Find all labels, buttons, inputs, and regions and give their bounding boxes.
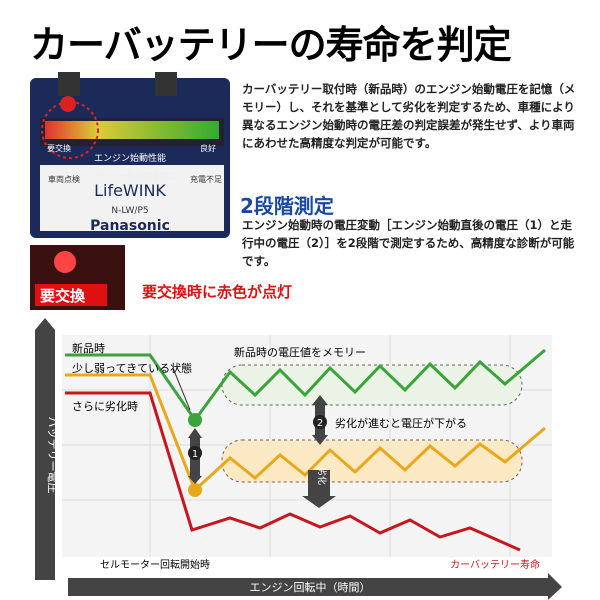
step-2: 2 [317, 418, 323, 429]
plus [60, 96, 76, 112]
x-axis-bar [68, 578, 548, 596]
terminal [155, 72, 177, 96]
arrow [188, 476, 202, 484]
red-note: 要交換時に赤色が点灯 [142, 283, 293, 301]
title: カーバッテリーの寿命を判定 [30, 23, 512, 67]
led-bar [45, 121, 219, 139]
brand-name: LifeWINK [94, 181, 166, 200]
new-label: 新品時 [72, 341, 105, 355]
life-end-label: カーバッテリー寿命 [450, 558, 540, 571]
terminal [58, 72, 80, 96]
deterioration-arrow [302, 496, 336, 508]
zoom-label-bg [35, 284, 107, 306]
product-text: 充電不足 [190, 174, 222, 184]
arrow [312, 395, 328, 405]
point-1 [188, 413, 202, 427]
product-panel [40, 165, 224, 231]
deterioration-label: 劣化 [316, 467, 328, 485]
highlight-circle [41, 101, 99, 159]
badge [313, 415, 327, 429]
weak-line [65, 373, 546, 493]
section-text: エンジン始動時の電圧変動［エンジン始動直後の電圧（1）と走行中の電圧（2）］を2… [242, 218, 575, 268]
led-caption: エンジン始動性能 [94, 152, 166, 164]
weak-label: 少し弱ってきている状態 [72, 361, 192, 375]
led-label: 要交換 [47, 143, 71, 153]
degraded-label: さらに劣化時 [72, 399, 138, 413]
arrow [312, 435, 328, 445]
maker: Panasonic [90, 218, 170, 234]
start-label: セルモーター回転開始時 [100, 558, 210, 571]
pointer [172, 367, 191, 411]
arrow [188, 428, 202, 438]
memory-label: 新品時の電圧値をメモリー [234, 345, 366, 359]
description: カーバッテリー取付時（新品時）のエンジン始動電圧を記憶（メモリー）し、それを基準… [242, 82, 576, 150]
new-line [65, 348, 546, 423]
zoom-label: 要交換 [40, 287, 86, 305]
subtitle: カーバッテリー寿命判定ユニット [63, 170, 198, 182]
x-axis-label: エンジン回転中（時間） [250, 581, 371, 594]
x-arrow [548, 573, 562, 600]
badge [188, 446, 202, 460]
y-axis-bar [35, 330, 55, 580]
zoom-led [54, 251, 76, 273]
degraded-line [65, 391, 521, 552]
drop-band [221, 439, 523, 483]
step-1: 1 [192, 449, 198, 460]
y-arrow [35, 318, 55, 330]
y-axis-label: バッテリー電圧 [46, 417, 59, 494]
led-label: 良好 [200, 143, 216, 153]
product-text: 車両点検 [48, 174, 80, 184]
drop-label: 劣化が進むと電圧が下がる [335, 416, 467, 430]
section-heading: 2段階測定 [240, 194, 334, 218]
deterioration-arrow [308, 470, 330, 496]
model: N-LW/P5 [111, 206, 148, 216]
point-2 [188, 483, 202, 497]
